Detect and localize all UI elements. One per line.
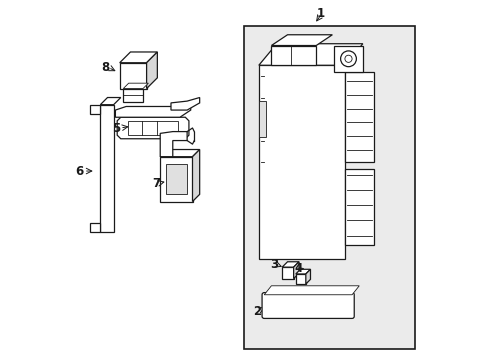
Polygon shape xyxy=(120,63,146,89)
Text: 1: 1 xyxy=(316,7,325,20)
Bar xyxy=(244,26,414,348)
Text: 6: 6 xyxy=(75,165,83,177)
Polygon shape xyxy=(192,149,199,202)
Polygon shape xyxy=(344,72,373,162)
Polygon shape xyxy=(293,262,298,279)
Polygon shape xyxy=(271,35,332,45)
Polygon shape xyxy=(117,117,188,139)
Polygon shape xyxy=(264,286,359,295)
FancyBboxPatch shape xyxy=(262,293,353,319)
Polygon shape xyxy=(165,164,187,194)
Polygon shape xyxy=(171,98,199,110)
Polygon shape xyxy=(160,132,187,157)
Polygon shape xyxy=(89,105,100,114)
Polygon shape xyxy=(258,101,265,137)
Polygon shape xyxy=(120,52,157,63)
Text: 5: 5 xyxy=(112,122,120,135)
Polygon shape xyxy=(123,83,148,89)
Polygon shape xyxy=(123,89,142,102)
Polygon shape xyxy=(305,269,310,284)
Text: 2: 2 xyxy=(252,305,261,318)
Polygon shape xyxy=(100,98,121,105)
Polygon shape xyxy=(282,267,293,279)
Polygon shape xyxy=(100,105,113,232)
Polygon shape xyxy=(344,169,373,244)
Circle shape xyxy=(340,51,356,67)
Circle shape xyxy=(344,55,351,62)
Polygon shape xyxy=(89,223,100,232)
Polygon shape xyxy=(160,149,199,157)
Text: 3: 3 xyxy=(269,258,277,271)
Polygon shape xyxy=(333,45,362,72)
Polygon shape xyxy=(271,45,316,65)
Polygon shape xyxy=(160,157,192,202)
Polygon shape xyxy=(258,65,344,259)
Polygon shape xyxy=(146,52,157,89)
Polygon shape xyxy=(258,44,362,65)
Polygon shape xyxy=(115,103,190,117)
Polygon shape xyxy=(295,274,305,284)
Polygon shape xyxy=(282,262,298,267)
Polygon shape xyxy=(128,121,178,135)
Text: 4: 4 xyxy=(294,262,303,275)
Text: 7: 7 xyxy=(152,177,161,190)
Polygon shape xyxy=(295,269,310,274)
Text: 8: 8 xyxy=(101,60,109,73)
